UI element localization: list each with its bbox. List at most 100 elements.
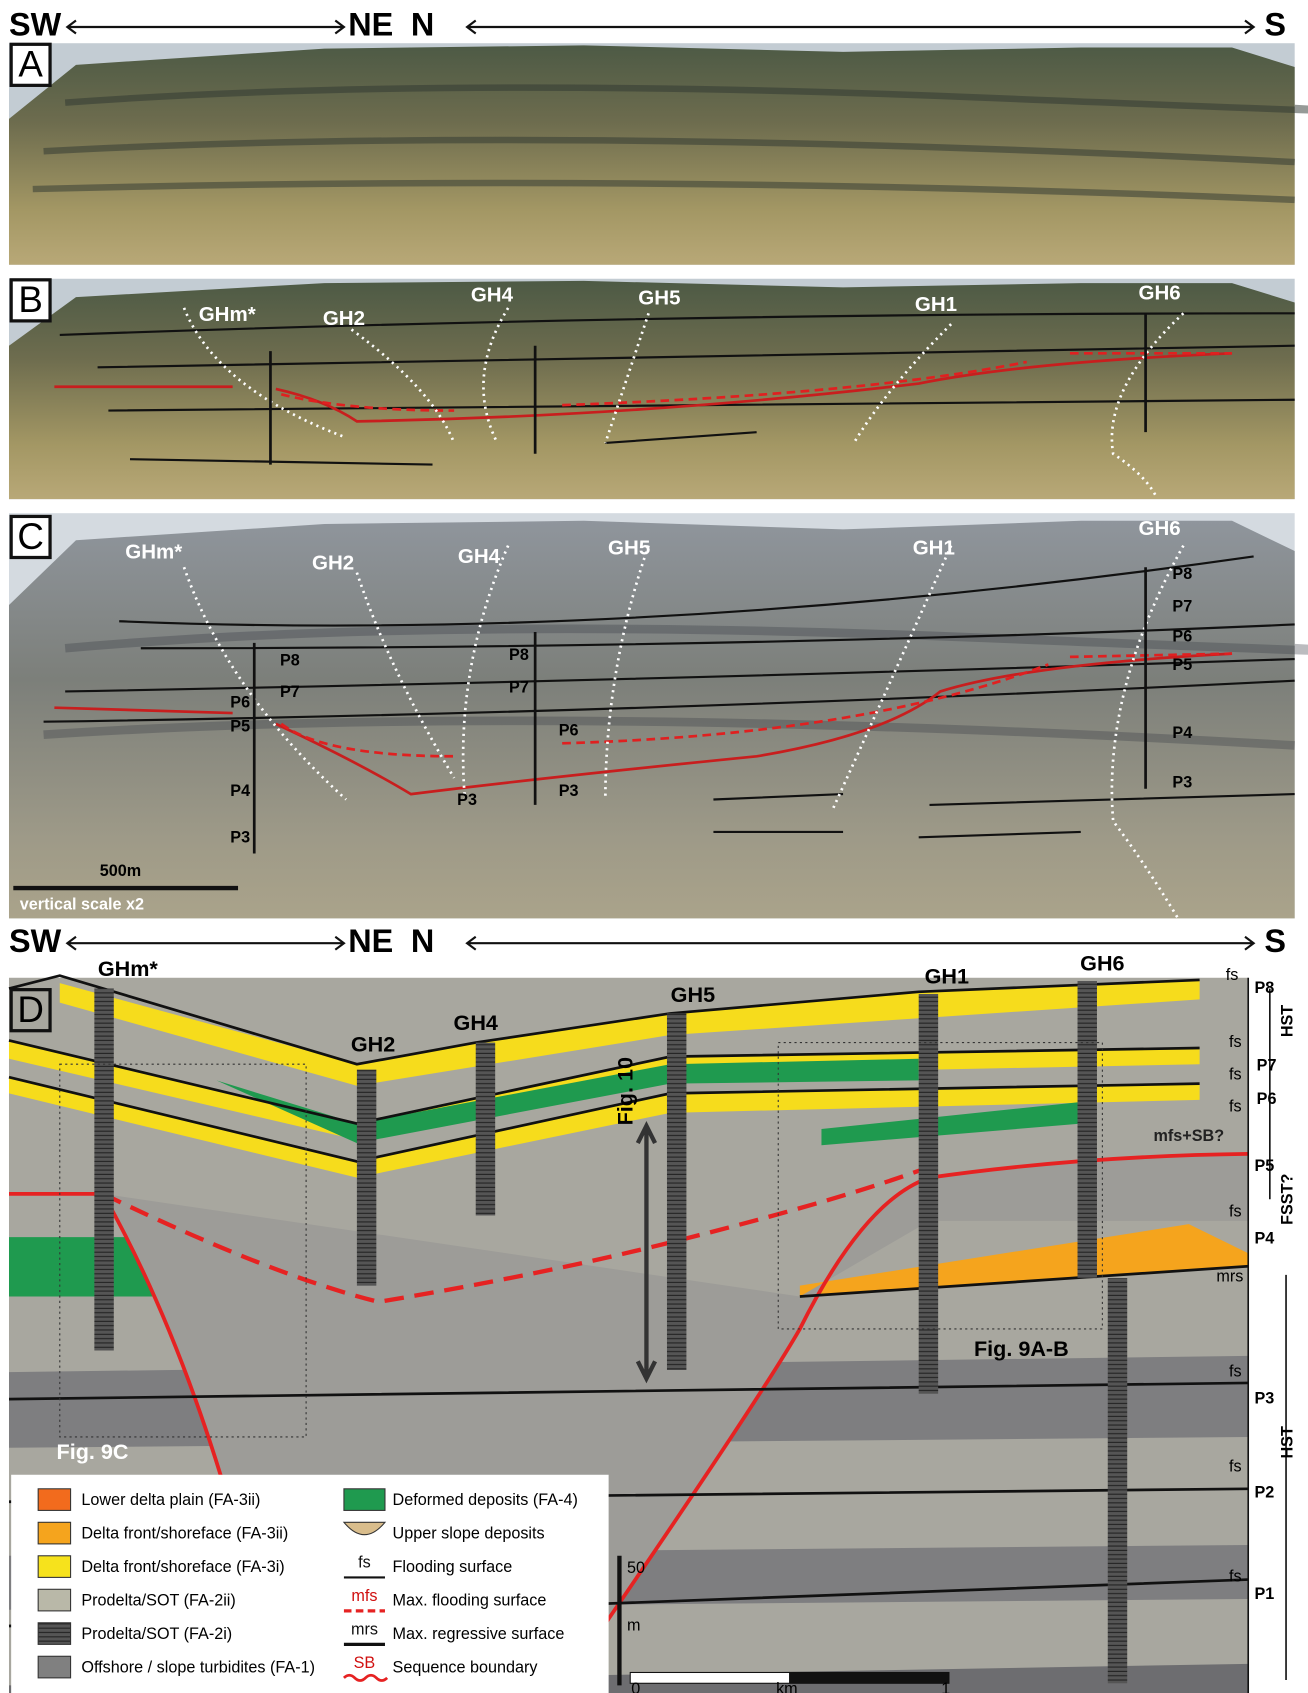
scale-label: km <box>776 1680 798 1693</box>
log-column <box>476 1043 495 1216</box>
legend-label: Prodelta/SOT (FA-2ii) <box>81 1591 235 1609</box>
parasequence-label: P5 <box>1255 1157 1275 1175</box>
log-column <box>1078 981 1097 1278</box>
legend-swatch <box>38 1589 70 1611</box>
direction-label: NE <box>348 923 393 959</box>
unit-label: P8 <box>280 651 300 669</box>
fs-label: fs <box>1226 966 1239 984</box>
unit-label: P3 <box>1172 774 1192 792</box>
legend-swatch <box>38 1522 70 1544</box>
parasequence-label: P4 <box>1255 1230 1275 1248</box>
figure: SWNENSSWNENSABCDGHm*GH2GH4GH5GH1GH6GHm*G… <box>0 0 1308 1693</box>
systems-tract: HST <box>1278 1005 1296 1037</box>
direction-label: S <box>1264 7 1286 43</box>
well-label: GH5 <box>638 287 680 310</box>
legend-label: Lower delta plain (FA-3ii) <box>81 1491 260 1509</box>
unit-label: P3 <box>559 782 579 800</box>
parasequence-label: P8 <box>1255 979 1275 997</box>
figure-ref: Fig. 10 <box>613 1057 638 1125</box>
unit-label: P5 <box>230 717 250 735</box>
log-column <box>357 1070 376 1286</box>
parasequence-label: P1 <box>1255 1585 1275 1603</box>
figure-ref: Fig. 9A-B <box>974 1336 1069 1361</box>
unit-label: P3 <box>457 791 477 809</box>
well-label: GH6 <box>1139 281 1181 304</box>
panel-letter: B <box>18 279 42 320</box>
well-label: GH4 <box>458 545 501 568</box>
body: SWNENSSWNENSABCDGHm*GH2GH4GH5GH1GH6GHm*G… <box>0 0 1308 1693</box>
legend-label: Flooding surface <box>393 1558 513 1576</box>
legend-label: Offshore / slope turbidites (FA-1) <box>81 1658 315 1676</box>
log-column <box>1108 1278 1127 1683</box>
unit-label: P6 <box>559 722 579 740</box>
fs-label: fs <box>1229 1362 1242 1380</box>
panel-letter: A <box>18 44 43 85</box>
surface-label: mfs+SB? <box>1153 1127 1224 1145</box>
panel-letter: D <box>17 989 44 1030</box>
scale-label: 0 <box>631 1680 640 1693</box>
well-label: GH2 <box>351 1032 395 1057</box>
legend-swatch <box>344 1489 385 1511</box>
systems-tract: HST <box>1278 1426 1296 1458</box>
unit-label: P8 <box>509 646 529 664</box>
scale-label: 50 <box>627 1559 645 1577</box>
direction-label: SW <box>9 7 62 43</box>
direction-label: NE <box>348 7 393 43</box>
figure-ref: Fig. 9C <box>57 1439 129 1464</box>
legend-label: Max. regressive surface <box>393 1625 565 1643</box>
log-column <box>919 994 938 1394</box>
unit-label: P7 <box>1172 597 1192 615</box>
well-label: GH5 <box>608 536 650 559</box>
fs-label: fs <box>1229 1457 1242 1475</box>
legend-label: Delta front/shoreface (FA-3i) <box>81 1558 284 1576</box>
well-label: GH2 <box>323 307 365 330</box>
fs-label: fs <box>1229 1098 1242 1116</box>
well-label: GH4 <box>471 283 514 306</box>
legend-swatch <box>38 1623 70 1645</box>
direction-label: N <box>411 7 434 43</box>
direction-arrow <box>67 937 1253 950</box>
well-label: GH6 <box>1139 517 1181 540</box>
scale-note: vertical scale x2 <box>20 896 144 914</box>
direction-arrow <box>67 21 1253 34</box>
well-label: GH1 <box>915 293 957 316</box>
log-column <box>94 989 113 1351</box>
legend-label: Prodelta/SOT (FA-2i) <box>81 1625 232 1643</box>
well-label: GHm* <box>98 956 159 981</box>
direction-label: S <box>1264 923 1286 959</box>
page: Outcrop correlation panel {"panel_a":{"l… <box>0 0 1308 1693</box>
log-column <box>667 1013 686 1370</box>
scale-bar <box>789 1672 949 1683</box>
direction-label: SW <box>9 923 62 959</box>
unit-label: P8 <box>1172 565 1192 583</box>
legend-symbol: fs <box>358 1554 371 1572</box>
parasequence-label: P6 <box>1257 1090 1277 1108</box>
parasequence-label: P2 <box>1255 1483 1275 1501</box>
legend-label: Deformed deposits (FA-4) <box>393 1491 578 1509</box>
unit-label: P7 <box>280 683 300 701</box>
well-label: GH2 <box>312 551 354 574</box>
fs-label: fs <box>1229 1033 1242 1051</box>
legend-swatch <box>38 1656 70 1678</box>
fs-label: fs <box>1229 1065 1242 1083</box>
legend-symbol: mrs <box>351 1621 378 1639</box>
well-label: GH4 <box>454 1010 498 1035</box>
panel-letter: C <box>17 516 44 557</box>
well-label: GH1 <box>925 963 969 988</box>
legend-label: Max. flooding surface <box>393 1591 547 1609</box>
legend-symbol: mfs <box>351 1587 377 1605</box>
fs-label: fs <box>1229 1202 1242 1220</box>
unit-label: P5 <box>1172 656 1192 674</box>
well-label: GH5 <box>671 982 715 1007</box>
unit-label: P4 <box>1172 724 1192 742</box>
scale-label: 1 <box>941 1680 950 1693</box>
well-label: GH6 <box>1080 951 1124 976</box>
unit-label: P6 <box>230 694 250 712</box>
parasequence-label: P3 <box>1255 1389 1275 1407</box>
legend-label: Sequence boundary <box>393 1658 539 1676</box>
parasequence-label: P7 <box>1257 1057 1277 1075</box>
systems-tract: FSST? <box>1278 1174 1296 1225</box>
fs-label: fs <box>1229 1568 1242 1586</box>
direction-label: N <box>411 923 434 959</box>
unit-label: P7 <box>509 679 529 697</box>
